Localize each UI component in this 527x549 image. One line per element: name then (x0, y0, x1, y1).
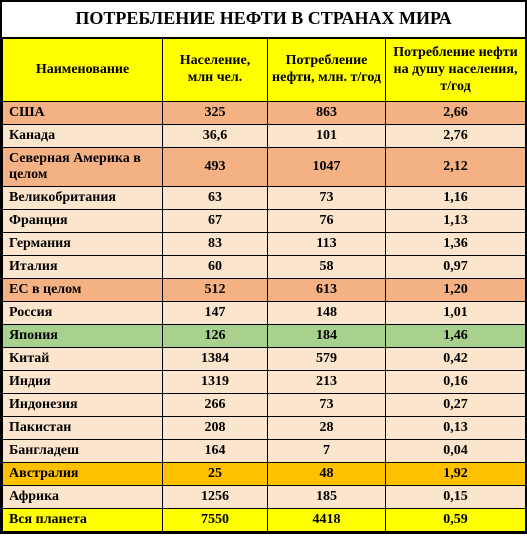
table-row: Великобритания63731,16 (3, 187, 526, 210)
table-row: Индия13192130,16 (3, 371, 526, 394)
cell-population: 147 (163, 302, 268, 325)
table-row: Вся планета755044180,59 (3, 509, 526, 532)
table-row: Китай13845790,42 (3, 348, 526, 371)
cell-oil: 28 (268, 417, 386, 440)
cell-name: Германия (3, 233, 163, 256)
cell-population: 126 (163, 325, 268, 348)
table-row: Австралия25481,92 (3, 463, 526, 486)
cell-oil: 148 (268, 302, 386, 325)
table-title: ПОТРЕБЛЕНИЕ НЕФТИ В СТРАНАХ МИРА (2, 2, 525, 38)
cell-percap: 2,12 (386, 148, 526, 187)
cell-percap: 0,97 (386, 256, 526, 279)
cell-name: Великобритания (3, 187, 163, 210)
cell-percap: 0,42 (386, 348, 526, 371)
oil-table-container: ПОТРЕБЛЕНИЕ НЕФТИ В СТРАНАХ МИРА Наимено… (0, 0, 527, 534)
cell-population: 1384 (163, 348, 268, 371)
cell-population: 208 (163, 417, 268, 440)
cell-oil: 863 (268, 102, 386, 125)
cell-name: Китай (3, 348, 163, 371)
cell-name: Россия (3, 302, 163, 325)
cell-percap: 0,13 (386, 417, 526, 440)
col-header-percap: Потребление нефти на душу населения, т/г… (386, 39, 526, 102)
cell-population: 1256 (163, 486, 268, 509)
cell-population: 36,6 (163, 125, 268, 148)
cell-name: Африка (3, 486, 163, 509)
table-row: Северная Америка в целом49310472,12 (3, 148, 526, 187)
cell-oil: 113 (268, 233, 386, 256)
cell-percap: 0,16 (386, 371, 526, 394)
cell-oil: 48 (268, 463, 386, 486)
cell-percap: 1,16 (386, 187, 526, 210)
table-row: Пакистан208280,13 (3, 417, 526, 440)
cell-percap: 1,01 (386, 302, 526, 325)
cell-population: 83 (163, 233, 268, 256)
table-row: Россия1471481,01 (3, 302, 526, 325)
cell-population: 266 (163, 394, 268, 417)
cell-oil: 73 (268, 187, 386, 210)
table-row: Германия831131,36 (3, 233, 526, 256)
cell-oil: 101 (268, 125, 386, 148)
col-header-name: Наименование (3, 39, 163, 102)
table-row: Канада36,61012,76 (3, 125, 526, 148)
cell-population: 60 (163, 256, 268, 279)
cell-oil: 184 (268, 325, 386, 348)
cell-oil: 4418 (268, 509, 386, 532)
cell-oil: 58 (268, 256, 386, 279)
cell-percap: 1,46 (386, 325, 526, 348)
cell-percap: 0,27 (386, 394, 526, 417)
table-header-row: Наименование Население, млн чел. Потребл… (3, 39, 526, 102)
cell-oil: 185 (268, 486, 386, 509)
cell-percap: 0,59 (386, 509, 526, 532)
cell-percap: 1,36 (386, 233, 526, 256)
cell-population: 493 (163, 148, 268, 187)
cell-oil: 7 (268, 440, 386, 463)
cell-name: США (3, 102, 163, 125)
cell-percap: 1,13 (386, 210, 526, 233)
cell-population: 325 (163, 102, 268, 125)
cell-oil: 73 (268, 394, 386, 417)
table-row: Япония1261841,46 (3, 325, 526, 348)
table-row: Италия60580,97 (3, 256, 526, 279)
cell-percap: 1,20 (386, 279, 526, 302)
table-row: Бангладеш16470,04 (3, 440, 526, 463)
cell-name: Вся планета (3, 509, 163, 532)
cell-name: Бангладеш (3, 440, 163, 463)
cell-oil: 579 (268, 348, 386, 371)
cell-population: 25 (163, 463, 268, 486)
cell-population: 512 (163, 279, 268, 302)
table-row: США3258632,66 (3, 102, 526, 125)
cell-population: 67 (163, 210, 268, 233)
cell-population: 7550 (163, 509, 268, 532)
cell-oil: 213 (268, 371, 386, 394)
col-header-oil: Потребление нефти, млн. т/год (268, 39, 386, 102)
cell-name: Северная Америка в целом (3, 148, 163, 187)
cell-name: Канада (3, 125, 163, 148)
cell-name: Индия (3, 371, 163, 394)
cell-name: Пакистан (3, 417, 163, 440)
oil-consumption-table: Наименование Население, млн чел. Потребл… (2, 38, 526, 532)
cell-percap: 0,15 (386, 486, 526, 509)
cell-oil: 1047 (268, 148, 386, 187)
cell-oil: 76 (268, 210, 386, 233)
cell-name: ЕС в целом (3, 279, 163, 302)
cell-population: 63 (163, 187, 268, 210)
cell-name: Австралия (3, 463, 163, 486)
table-row: ЕС в целом5126131,20 (3, 279, 526, 302)
table-row: Индонезия266730,27 (3, 394, 526, 417)
table-row: Африка12561850,15 (3, 486, 526, 509)
cell-percap: 1,92 (386, 463, 526, 486)
cell-name: Италия (3, 256, 163, 279)
cell-percap: 0,04 (386, 440, 526, 463)
cell-population: 164 (163, 440, 268, 463)
cell-oil: 613 (268, 279, 386, 302)
cell-name: Индонезия (3, 394, 163, 417)
cell-percap: 2,76 (386, 125, 526, 148)
cell-percap: 2,66 (386, 102, 526, 125)
cell-name: Япония (3, 325, 163, 348)
table-row: Франция67761,13 (3, 210, 526, 233)
cell-population: 1319 (163, 371, 268, 394)
col-header-pop: Население, млн чел. (163, 39, 268, 102)
cell-name: Франция (3, 210, 163, 233)
